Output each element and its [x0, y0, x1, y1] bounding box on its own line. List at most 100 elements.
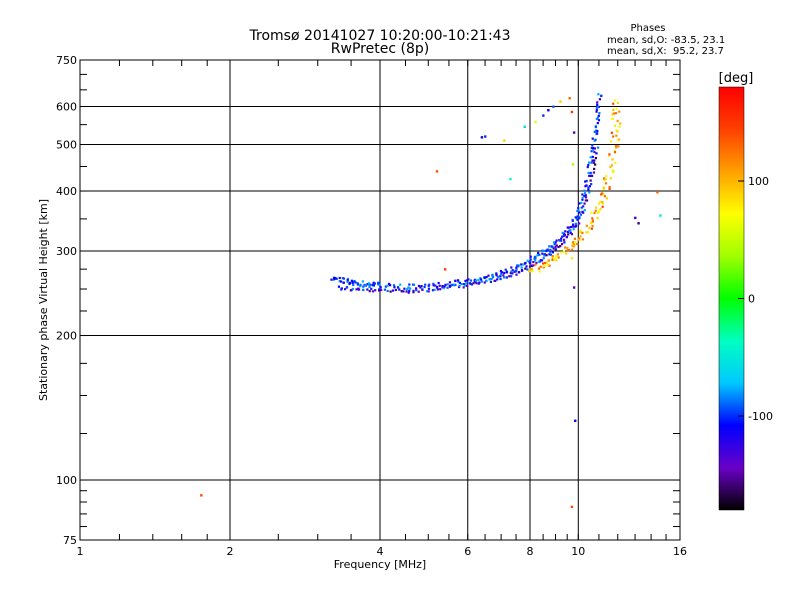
o-mode-lower-point [366, 288, 369, 291]
o-mode-point [564, 230, 567, 233]
o-mode-point [595, 117, 598, 121]
o-mode-lower-point [489, 280, 493, 284]
o-mode-point [485, 275, 488, 279]
o-mode-lower-point [555, 244, 558, 247]
o-mode-point [548, 245, 551, 248]
x-mode-point [611, 113, 614, 116]
o-mode-lower-point [378, 289, 381, 292]
o-mode-lower-point [569, 231, 572, 234]
o-mode-point [594, 129, 598, 132]
o-mode-point [523, 262, 527, 265]
o-mode-point [598, 98, 602, 101]
x-mode-point [578, 239, 581, 242]
o-mode-lower-point [549, 250, 552, 253]
o-mode-lower-point [552, 247, 555, 250]
phase-stats-o-mode: mean, sd,O: -83.5, 23.1 [607, 35, 725, 46]
x-mode-point [534, 263, 537, 266]
y-tick-labels: 75 100 200 300 400 500 600 750 [56, 54, 77, 547]
o-mode-point [468, 282, 472, 285]
o-mode-lower-point [344, 288, 347, 291]
x-mode-point [602, 188, 605, 191]
x-mode-point [573, 243, 576, 247]
o-mode-lower-point [593, 147, 597, 150]
o-mode-lower-point [528, 265, 532, 268]
o-mode-point [536, 254, 539, 257]
x-mode-point [612, 102, 615, 105]
o-mode-point [511, 269, 514, 272]
o-mode-lower-point [499, 277, 502, 281]
x-mode-point [542, 264, 546, 268]
x-tick-label: 1 [77, 545, 84, 558]
y-tick-label: 75 [63, 534, 77, 547]
x-mode-point [555, 259, 558, 262]
outlier-point [547, 109, 550, 112]
o-mode-point [434, 284, 437, 287]
o-mode-lower-point [398, 288, 401, 291]
o-mode-lower-point [588, 185, 591, 188]
o-mode-lower-point [470, 283, 474, 286]
x-mode-point [547, 259, 551, 262]
o-mode-point [596, 101, 599, 104]
o-mode-point [586, 165, 589, 169]
x-mode-point [616, 139, 619, 142]
o-mode-lower-point [480, 280, 484, 283]
o-mode-point [465, 282, 468, 285]
o-mode-point [577, 209, 580, 212]
o-mode-point [364, 284, 367, 287]
o-mode-point [547, 248, 550, 252]
x-mode-point [538, 270, 541, 273]
o-mode-lower-point [371, 290, 375, 293]
o-mode-point [339, 280, 343, 283]
y-axis-label: Stationary phase Virtual Height [km] [37, 199, 50, 401]
o-mode-point [591, 155, 594, 158]
outlier-point [559, 100, 562, 103]
o-mode-lower-point [532, 260, 535, 264]
x-mode-point [601, 205, 604, 208]
o-mode-point [501, 271, 504, 274]
o-mode-lower-point [582, 205, 585, 208]
o-mode-lower-point [457, 285, 461, 289]
x-mode-point [530, 268, 533, 271]
x-mode-point [542, 262, 545, 265]
o-mode-point [428, 283, 431, 286]
o-mode-point [389, 284, 392, 287]
o-mode-point [587, 163, 590, 167]
x-mode-point [542, 266, 545, 269]
o-mode-point [491, 275, 495, 279]
o-mode-point [589, 156, 592, 159]
o-mode-point [515, 266, 518, 269]
x-mode-point [593, 211, 596, 215]
o-mode-lower-point [518, 271, 521, 274]
x-mode-point [618, 138, 621, 141]
o-mode-point [570, 225, 573, 229]
outlier-point [571, 163, 575, 166]
o-mode-point [576, 218, 579, 221]
o-mode-point [334, 277, 337, 280]
o-mode-lower-point [525, 265, 528, 268]
o-mode-point [353, 279, 356, 283]
o-mode-point [346, 278, 349, 282]
o-mode-point [590, 161, 593, 164]
o-mode-point [514, 269, 517, 273]
o-mode-point [359, 285, 362, 288]
x-mode-point [547, 263, 550, 266]
o-mode-point [581, 196, 584, 200]
o-mode-lower-point [560, 242, 564, 246]
x-mode-point [587, 231, 590, 234]
o-mode-point [581, 198, 584, 201]
o-mode-lower-point [572, 225, 575, 228]
o-mode-point [330, 278, 333, 281]
o-mode-point [451, 283, 454, 286]
o-mode-point [479, 277, 482, 280]
o-mode-point [443, 285, 446, 288]
o-mode-lower-point [464, 284, 467, 287]
x-mode-point [604, 182, 608, 185]
x-mode-point [579, 235, 582, 238]
o-mode-point [373, 282, 377, 285]
o-mode-lower-point [530, 264, 534, 267]
o-mode-lower-point [417, 290, 420, 293]
o-mode-point [596, 122, 599, 125]
minor-ticks [79, 59, 681, 541]
x-mode-point [603, 177, 606, 180]
o-mode-lower-point [508, 275, 511, 278]
